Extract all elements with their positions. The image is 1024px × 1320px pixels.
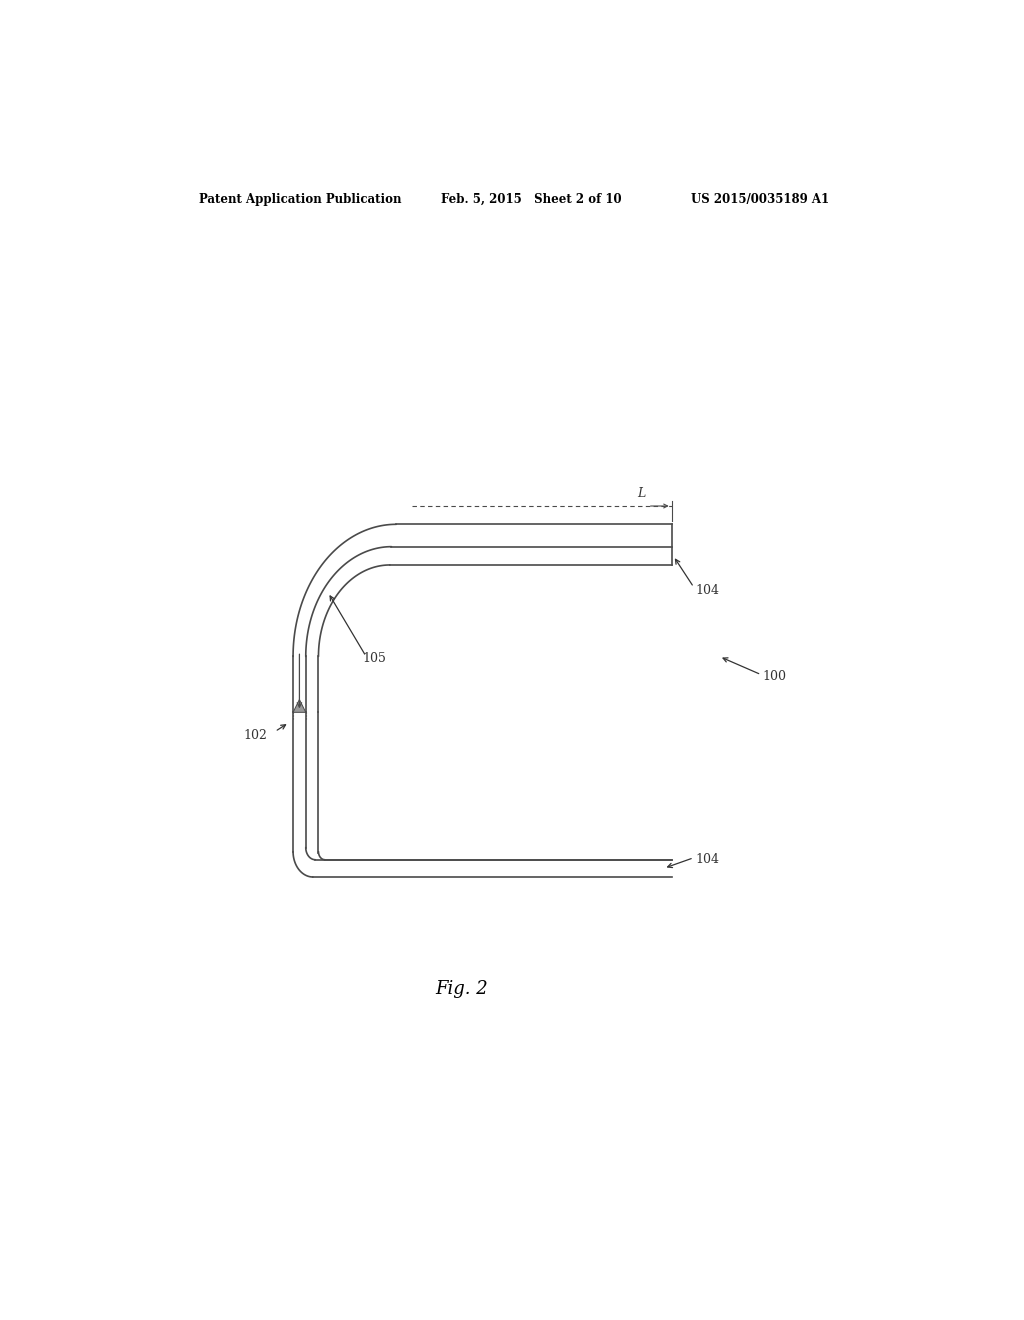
Text: 104: 104 — [695, 853, 720, 866]
Text: Fig. 2: Fig. 2 — [435, 979, 487, 998]
Polygon shape — [293, 700, 306, 713]
Text: US 2015/0035189 A1: US 2015/0035189 A1 — [691, 193, 829, 206]
Text: 105: 105 — [362, 652, 386, 665]
Text: 100: 100 — [763, 671, 786, 684]
Text: 104: 104 — [695, 583, 720, 597]
Text: Patent Application Publication: Patent Application Publication — [200, 193, 402, 206]
Text: 102: 102 — [243, 729, 267, 742]
Text: L: L — [637, 487, 645, 500]
Text: Feb. 5, 2015   Sheet 2 of 10: Feb. 5, 2015 Sheet 2 of 10 — [441, 193, 623, 206]
